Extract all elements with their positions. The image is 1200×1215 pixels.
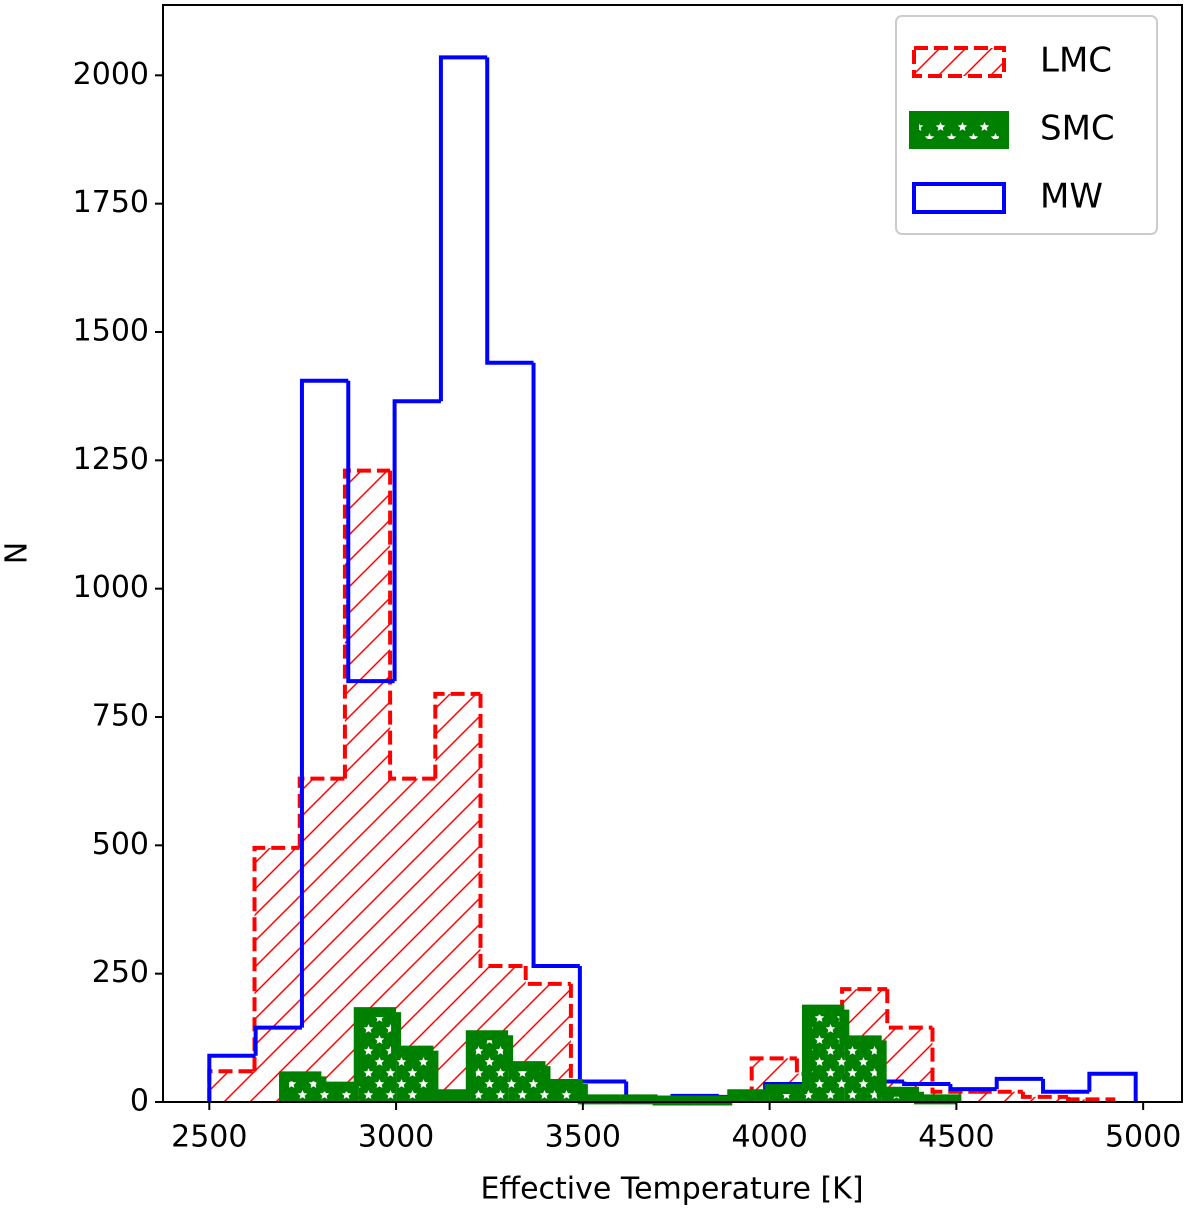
bar-outline [438, 55, 488, 402]
y-tick-label: 2000 [73, 57, 149, 92]
bar-fill [209, 1071, 255, 1102]
bar-fill [1022, 1096, 1069, 1102]
bar-fill [396, 1050, 434, 1102]
bar-outline [391, 1012, 434, 1056]
bar-outline [764, 1084, 807, 1095]
bar-outline [930, 1027, 978, 1094]
y-tick-label: 1500 [73, 313, 149, 348]
bar-outline [876, 1040, 920, 1097]
bar-outline [1066, 1096, 1116, 1102]
y-tick-label: 1750 [73, 185, 149, 220]
legend-swatch [912, 182, 1006, 214]
bar-outline [531, 362, 580, 968]
bar-fill [806, 1009, 845, 1102]
bar-outline [1041, 1078, 1090, 1094]
y-tick-label: 250 [92, 955, 149, 990]
legend-label: SMC [1040, 109, 1115, 149]
bar-outline [465, 1030, 509, 1095]
legend-label: MW [1040, 177, 1103, 217]
bar-outline [801, 1004, 845, 1090]
bar-outline [948, 1084, 997, 1092]
y-tick-label: 500 [92, 827, 149, 862]
legend-swatch [912, 46, 1006, 78]
bar-fill [470, 1035, 509, 1102]
bar-outline [914, 1091, 962, 1105]
bar-outline [749, 1056, 797, 1101]
bar-fill [844, 1040, 882, 1102]
plot-area [207, 55, 1138, 1106]
legend: LMC SMC MW [895, 15, 1158, 235]
bar-outline [727, 1089, 770, 1101]
x-tick-label: 4500 [918, 1120, 994, 1155]
x-tick-label: 3500 [545, 1120, 621, 1155]
bar-outline [252, 845, 300, 1072]
bar-outline [279, 1071, 322, 1102]
y-tick-label: 750 [92, 698, 149, 733]
bar-outline [1087, 1071, 1138, 1102]
bar-outline [577, 1084, 621, 1105]
bar-outline [392, 399, 441, 682]
bar-fill [358, 1012, 397, 1102]
x-tick-label: 2500 [171, 1120, 247, 1155]
bar-outline [342, 468, 391, 779]
bar-outline [428, 1050, 471, 1100]
bar-outline [297, 776, 345, 848]
bar-outline [346, 380, 395, 684]
bar-outline [994, 1076, 1044, 1090]
bar-outline [885, 989, 933, 1030]
bar-outline [353, 1007, 397, 1087]
bar-fill [881, 1091, 920, 1102]
legend-swatch [909, 111, 1009, 149]
bar-fill [299, 778, 345, 1102]
bar-outline [433, 691, 481, 779]
bar-outline [902, 1081, 951, 1087]
x-tick-label: 5000 [1105, 1120, 1181, 1155]
bar-outline [839, 1009, 882, 1046]
bar-outline [253, 1025, 302, 1056]
legend-label: LMC [1040, 41, 1112, 81]
bar-outline [652, 1095, 695, 1106]
bar-fill [977, 1091, 1023, 1102]
bar-outline [523, 965, 571, 986]
x-tick-label: 3000 [358, 1120, 434, 1155]
bar-outline [316, 1076, 359, 1092]
bar-outline [207, 1053, 256, 1102]
bar-outline [485, 57, 534, 365]
y-tick-label: 1000 [73, 570, 149, 605]
bar-fill [254, 847, 300, 1102]
bar-outline [503, 1035, 546, 1072]
bar-fill [344, 470, 391, 1102]
axes-frame [162, 4, 1183, 1103]
x-axis-label: Effective Temperature [K] [480, 1172, 863, 1207]
bar-outline [299, 378, 349, 1028]
bar-outline [1020, 1091, 1069, 1099]
bar-outline [540, 1066, 583, 1090]
bar-outline [478, 693, 526, 968]
bar-fill [508, 1066, 546, 1102]
y-tick-label: 1250 [73, 442, 149, 477]
x-tick-label: 4000 [731, 1120, 807, 1155]
bar-outline [388, 470, 436, 781]
y-tick-label: 0 [130, 1084, 149, 1119]
y-axis-label: N [0, 542, 35, 564]
